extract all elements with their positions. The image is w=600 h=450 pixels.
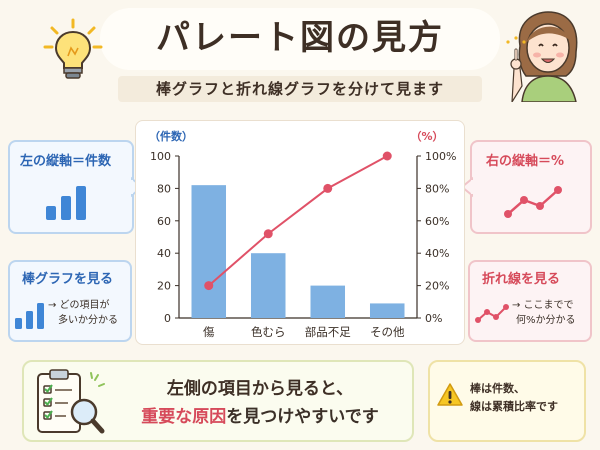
line-point — [323, 183, 333, 193]
right-tick-label: 0% — [425, 312, 442, 325]
right-tick-label: 80% — [425, 182, 449, 195]
left-axis-label: （件数） — [149, 129, 193, 143]
line-point — [382, 151, 392, 161]
page-subtitle: 棒グラフと折れ線グラフを分けて見ます — [118, 76, 482, 102]
bar — [310, 285, 346, 318]
left-tick-label: 20 — [157, 280, 171, 293]
speech-pointer — [461, 176, 473, 198]
title-background — [100, 8, 500, 70]
note-line1: 棒は件数、 — [470, 382, 525, 395]
line-explain-title: 折れ線を見る — [482, 272, 561, 287]
line-explain-card — [468, 260, 592, 342]
summary-line1: 左側の項目から見ると、 — [166, 379, 354, 399]
page-title: パレート図の見方 — [156, 18, 444, 58]
line-note-line2: 何%か分かる — [516, 315, 576, 326]
cumulative-line — [208, 155, 388, 287]
left-tick-label: 80 — [157, 182, 171, 195]
left-axis-title: 左の縦軸＝件数 — [20, 154, 112, 169]
right-axis-title: 右の縦軸＝% — [486, 154, 565, 169]
line-point — [263, 229, 273, 239]
warning-icon — [437, 383, 463, 406]
bar-explain-title: 棒グラフを見る — [22, 272, 114, 287]
bar-chart-icon — [46, 186, 86, 220]
category-label: 部品不足 — [305, 325, 351, 339]
line-chart-icon — [504, 186, 562, 218]
summary-rest: を見つけやすいです — [226, 407, 379, 427]
right-tick-label: 40% — [425, 247, 449, 260]
pareto-chart: （件数） （%） 0 20 40 60 80 100 0% 20% 40% 60% 80% 100% 傷 色む… — [149, 129, 456, 339]
note-line2: 線は累積比率です — [470, 400, 558, 413]
category-label: その他 — [370, 325, 405, 339]
right-tick-label: 60% — [425, 215, 449, 228]
bar — [191, 185, 227, 318]
small-bar-icon — [15, 303, 44, 329]
clipboard-magnifier-icon — [37, 369, 105, 434]
right-tick-label: 20% — [425, 280, 449, 293]
line-note-line1: → ここまでで — [512, 300, 574, 311]
avatar — [506, 11, 578, 102]
light-bulb-icon — [43, 18, 103, 79]
bar-note-line2: 多いか分かる — [58, 315, 118, 326]
summary-highlight: 重要な原因 — [141, 407, 227, 427]
bar-note-line1: → どの項目が — [48, 300, 110, 311]
left-tick-label: 0 — [164, 312, 171, 325]
left-tick-label: 40 — [157, 247, 171, 260]
left-axis-card — [8, 140, 134, 234]
summary-line2: 重要な原因を見つけやすいです — [110, 402, 410, 427]
bar — [369, 303, 405, 318]
small-line-icon — [475, 304, 509, 323]
bar — [250, 253, 286, 318]
line-point — [204, 281, 214, 291]
right-axis-label: （%） — [410, 130, 443, 143]
chart-frame — [135, 120, 465, 345]
left-tick-label: 60 — [157, 215, 171, 228]
category-label: 傷 — [203, 325, 215, 339]
left-tick-label: 100 — [150, 150, 171, 163]
category-label: 色むら — [251, 325, 286, 339]
right-tick-label: 100% — [425, 150, 456, 163]
